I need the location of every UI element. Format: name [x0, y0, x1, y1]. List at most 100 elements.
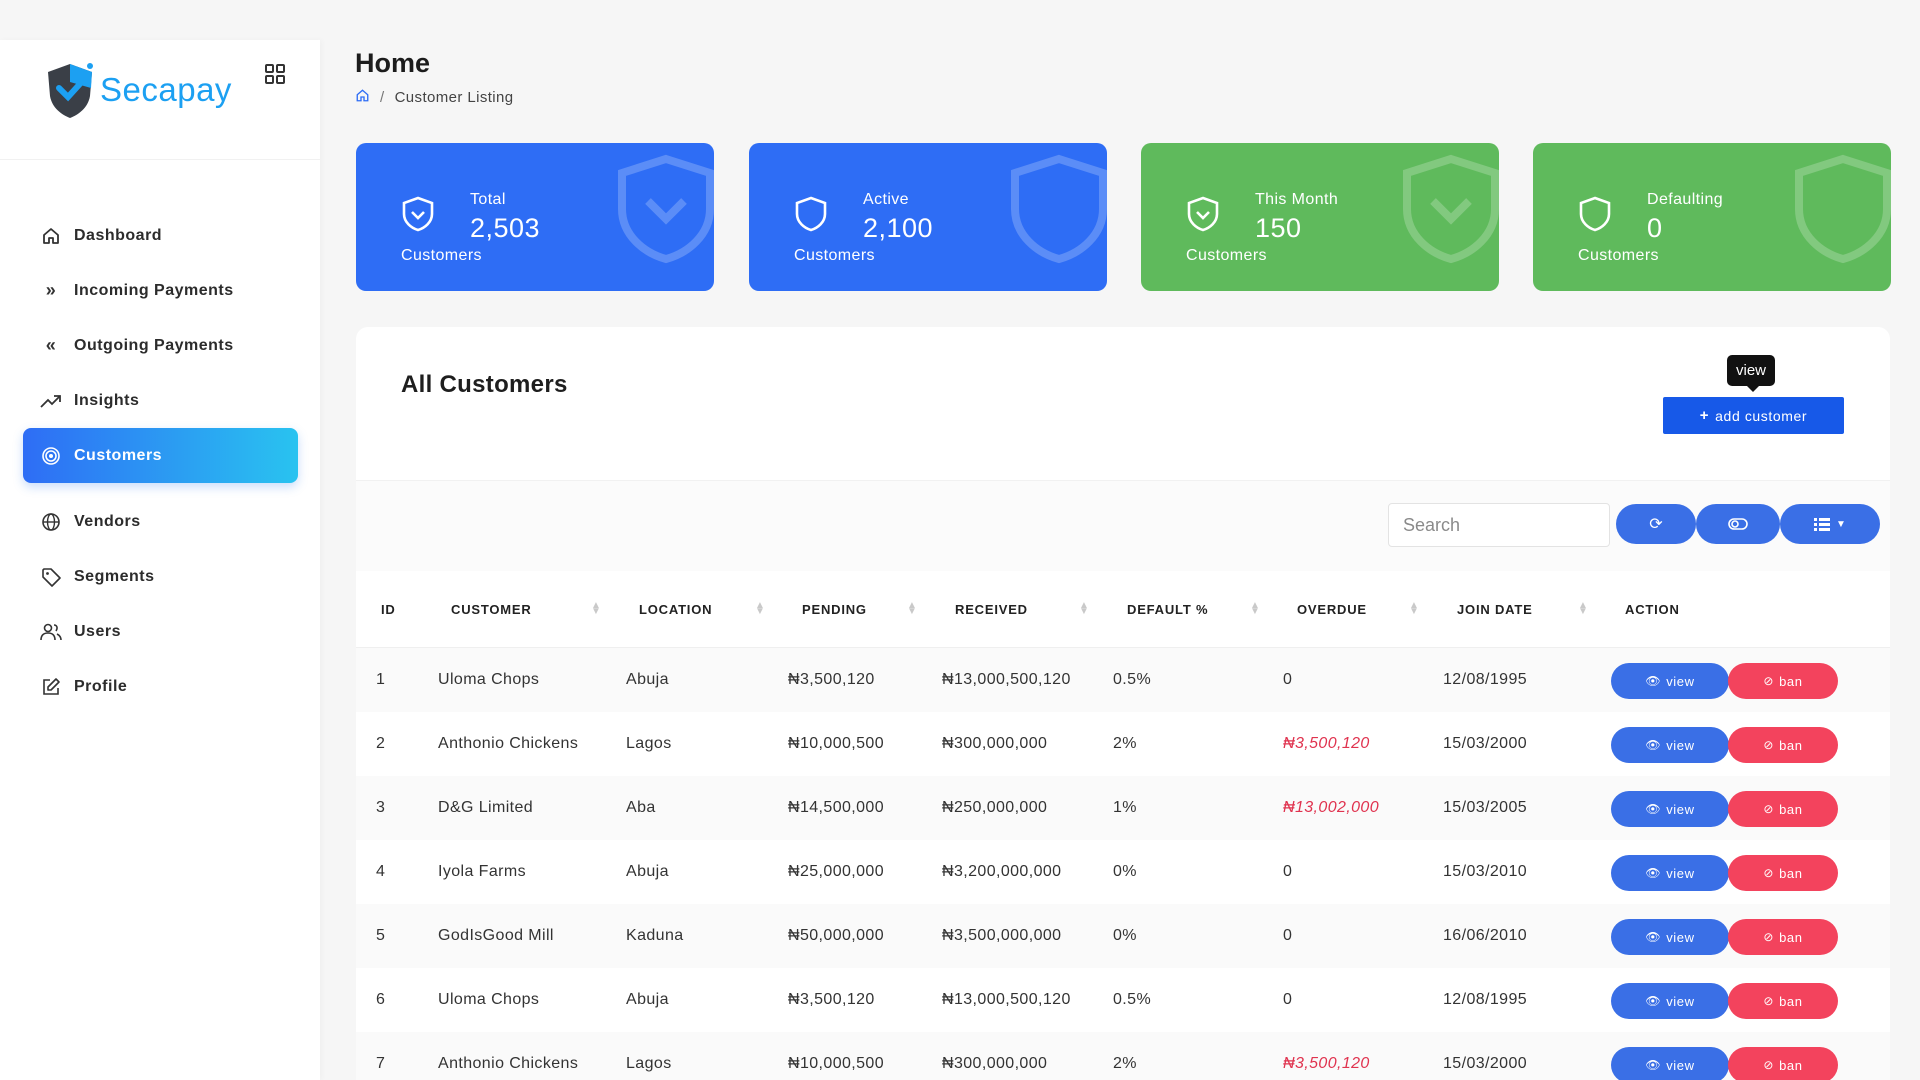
view-button[interactable]: 👁 view: [1611, 791, 1729, 827]
stat-value: 2,503: [470, 213, 541, 243]
cell-id: 5: [376, 927, 386, 944]
sort-icon[interactable]: ▲ ▼: [1578, 600, 1588, 617]
column-header-id[interactable]: ID: [381, 601, 396, 617]
cell-location: Abuja: [626, 991, 669, 1008]
sidebar-item-dashboard[interactable]: Dashboard: [23, 208, 298, 263]
view-label: view: [1666, 1057, 1695, 1073]
column-header-pending[interactable]: PENDING: [802, 601, 867, 617]
logo[interactable]: Secapay: [44, 60, 232, 120]
ban-button[interactable]: ⊘ ban: [1728, 727, 1838, 763]
toggle-icon: [1728, 518, 1748, 530]
shield-icon: [1579, 196, 1611, 232]
sidebar-item-label: Outgoing Payments: [74, 336, 234, 354]
ban-label: ban: [1779, 673, 1803, 689]
sidebar-item-label: Users: [74, 622, 121, 640]
cell-default: 2%: [1113, 1055, 1137, 1072]
ban-label: ban: [1779, 865, 1803, 881]
sidebar-item-incoming-payments[interactable]: » Incoming Payments: [23, 263, 298, 318]
ban-button[interactable]: ⊘ ban: [1728, 1047, 1838, 1080]
ban-button[interactable]: ⊘ ban: [1728, 663, 1838, 699]
stat-card-defaulting[interactable]: Defaulting 0 Customers: [1533, 143, 1891, 291]
eye-icon: 👁: [1645, 866, 1662, 880]
column-header-received[interactable]: RECEIVED: [955, 601, 1028, 617]
stat-card-total[interactable]: Total 2,503 Customers: [356, 143, 714, 291]
table-header: ID CUSTOMER ▲ ▼ LOCATION ▲ ▼ PENDING ▲ ▼ RE…: [356, 571, 1890, 648]
sidebar-nav: Dashboard » Incoming Payments « Outgoing…: [23, 208, 298, 714]
shield-check-watermark-icon: [618, 154, 714, 264]
cell-overdue: 0: [1283, 671, 1293, 688]
sidebar-item-segments[interactable]: Segments: [23, 549, 298, 604]
cell-customer: Anthonio Chickens: [438, 735, 579, 752]
view-button[interactable]: 👁 view: [1611, 1047, 1729, 1080]
column-header-overdue[interactable]: OVERDUE: [1297, 601, 1367, 617]
stat-sublabel: Customers: [401, 247, 482, 264]
sidebar-item-outgoing-payments[interactable]: « Outgoing Payments: [23, 318, 298, 373]
sort-icon[interactable]: ▲ ▼: [1079, 600, 1089, 617]
table-body: 1 Uloma Chops Abuja ₦3,500,120 ₦13,000,500,1…: [356, 648, 1890, 1080]
table-row: 5 GodIsGood Mill Kaduna ₦50,000,000 ₦3,500,0…: [356, 904, 1890, 968]
add-customer-button[interactable]: + add customer: [1663, 397, 1844, 434]
ban-button[interactable]: ⊘ ban: [1728, 855, 1838, 891]
column-header-join-date[interactable]: JOIN DATE: [1457, 601, 1533, 617]
sidebar-item-users[interactable]: Users: [23, 604, 298, 659]
ban-button[interactable]: ⊘ ban: [1728, 983, 1838, 1019]
stat-label: Defaulting: [1647, 191, 1724, 208]
edit-icon: [40, 676, 62, 698]
cell-join-date: 15/03/2000: [1443, 1055, 1528, 1072]
stat-sublabel: Customers: [1578, 247, 1659, 264]
sidebar-item-customers[interactable]: Customers: [23, 428, 298, 483]
cell-default: 0.5%: [1113, 991, 1152, 1008]
sort-icon[interactable]: ▲ ▼: [1409, 600, 1419, 617]
view-button[interactable]: 👁 view: [1611, 663, 1729, 699]
cell-id: 3: [376, 799, 386, 816]
columns-dropdown-button[interactable]: ▼: [1780, 504, 1880, 544]
stat-label: Total: [470, 191, 506, 208]
cell-default: 0%: [1113, 863, 1137, 880]
toggle-button[interactable]: [1696, 504, 1780, 544]
search-input[interactable]: [1388, 503, 1610, 547]
sort-icon[interactable]: ▲ ▼: [591, 600, 601, 617]
grid-icon[interactable]: [264, 63, 286, 85]
view-button[interactable]: 👁 view: [1611, 727, 1729, 763]
cell-location: Abuja: [626, 863, 669, 880]
list-icon: [1814, 518, 1831, 531]
cell-id: 1: [376, 671, 386, 688]
eye-icon: 👁: [1645, 1058, 1662, 1072]
cell-received: ₦250,000,000: [942, 799, 1048, 816]
view-label: view: [1666, 993, 1695, 1009]
ban-button[interactable]: ⊘ ban: [1728, 919, 1838, 955]
cell-join-date: 16/06/2010: [1443, 927, 1528, 944]
shield-check-watermark-icon: [1403, 154, 1499, 264]
sidebar-item-label: Vendors: [74, 512, 141, 530]
table-row: 1 Uloma Chops Abuja ₦3,500,120 ₦13,000,500,1…: [356, 648, 1890, 712]
column-header-customer[interactable]: CUSTOMER: [451, 601, 532, 617]
sort-icon[interactable]: ▲ ▼: [1250, 600, 1260, 617]
cell-received: ₦300,000,000: [942, 735, 1048, 752]
sort-icon[interactable]: ▲ ▼: [907, 600, 917, 617]
cell-pending: ₦14,500,000: [788, 799, 885, 816]
refresh-button[interactable]: ⟳: [1616, 504, 1696, 544]
view-button[interactable]: 👁 view: [1611, 983, 1729, 1019]
breadcrumb-separator: /: [380, 89, 385, 106]
view-button[interactable]: 👁 view: [1611, 855, 1729, 891]
sidebar-item-profile[interactable]: Profile: [23, 659, 298, 714]
column-header-default[interactable]: DEFAULT %: [1127, 601, 1209, 617]
ban-icon: ⊘: [1763, 674, 1775, 688]
breadcrumb: / Customer Listing: [355, 88, 514, 107]
home-icon[interactable]: [355, 88, 370, 107]
sidebar-item-vendors[interactable]: Vendors: [23, 494, 298, 549]
sidebar-item-label: Profile: [74, 677, 128, 695]
view-button[interactable]: 👁 view: [1611, 919, 1729, 955]
ban-button[interactable]: ⊘ ban: [1728, 791, 1838, 827]
users-icon: [40, 621, 62, 643]
sidebar-item-insights[interactable]: Insights: [23, 373, 298, 428]
eye-icon: 👁: [1645, 674, 1662, 688]
column-header-location[interactable]: LOCATION: [639, 601, 713, 617]
sidebar-item-label: Customers: [74, 446, 163, 464]
sort-icon[interactable]: ▲ ▼: [755, 600, 765, 617]
stat-card-this-month[interactable]: This Month 150 Customers: [1141, 143, 1499, 291]
stat-card-active[interactable]: Active 2,100 Customers: [749, 143, 1107, 291]
ban-label: ban: [1779, 737, 1803, 753]
cell-location: Lagos: [626, 735, 672, 752]
cell-location: Kaduna: [626, 927, 684, 944]
